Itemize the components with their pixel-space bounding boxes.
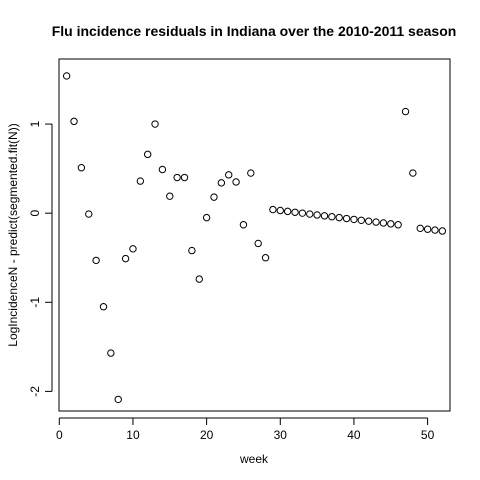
data-point [350,215,358,224]
data-point [387,220,395,228]
data-point [210,193,218,201]
data-point [254,239,262,248]
y-tick-label: -2 [28,386,42,397]
plot-frame [58,58,451,412]
data-point [232,178,240,186]
data-point [217,179,226,187]
data-point [291,208,299,216]
data-point [328,213,336,221]
data-point [195,275,203,283]
data-point [320,212,329,220]
data-point [114,395,122,404]
data-point [423,225,432,233]
x-axis-label: week [239,452,269,466]
data-point [129,245,137,253]
data-point [283,207,292,216]
data-point [269,205,277,214]
data-point [99,303,108,311]
data-point [188,246,196,255]
data-point [85,210,93,218]
data-point [306,210,314,218]
data-point [313,211,321,219]
data-point [372,218,380,226]
data-point [107,349,115,357]
data-point [342,214,351,223]
data-point [62,72,71,80]
x-tick-label: 10 [126,428,140,442]
data-point [379,219,388,227]
data-point [143,150,152,159]
x-tick-label: 20 [200,428,214,442]
data-point [247,169,255,177]
data-point [401,107,410,116]
data-point [151,120,159,128]
data-point [438,227,447,235]
data-point [261,254,270,262]
data-point [158,165,167,174]
data-point [239,221,248,229]
chart-title: Flu incidence residuals in Indiana over … [52,23,457,39]
data-point [298,209,307,217]
y-axis-label: LogIncidenceN - predict(segmented.fit(N)… [6,123,20,346]
data-point [364,217,373,225]
y-tick-label: 0 [28,210,42,217]
data-point [276,206,284,215]
data-point [121,254,130,263]
data-point [180,173,189,182]
data-point [335,213,343,222]
x-tick-label: 0 [56,428,63,442]
data-point [225,171,233,179]
y-tick-label: -1 [28,297,42,308]
x-tick-label: 30 [274,428,288,442]
data-point [416,224,424,233]
data-point [166,192,174,200]
y-tick-label: 1 [28,120,42,127]
data-point [394,221,402,229]
data-point [77,164,86,172]
x-tick-label: 40 [347,428,361,442]
y-axis: -2 -1 0 1 [28,120,53,397]
data-point [92,256,100,265]
data-points [62,72,447,404]
data-point [136,177,145,185]
data-point [173,173,181,182]
data-point [70,117,78,126]
data-point [202,213,211,222]
data-point [409,169,417,177]
x-axis: 0 10 20 30 40 50 [56,417,435,442]
data-point [357,216,366,224]
data-point [431,226,439,234]
x-tick-label: 50 [421,428,435,442]
